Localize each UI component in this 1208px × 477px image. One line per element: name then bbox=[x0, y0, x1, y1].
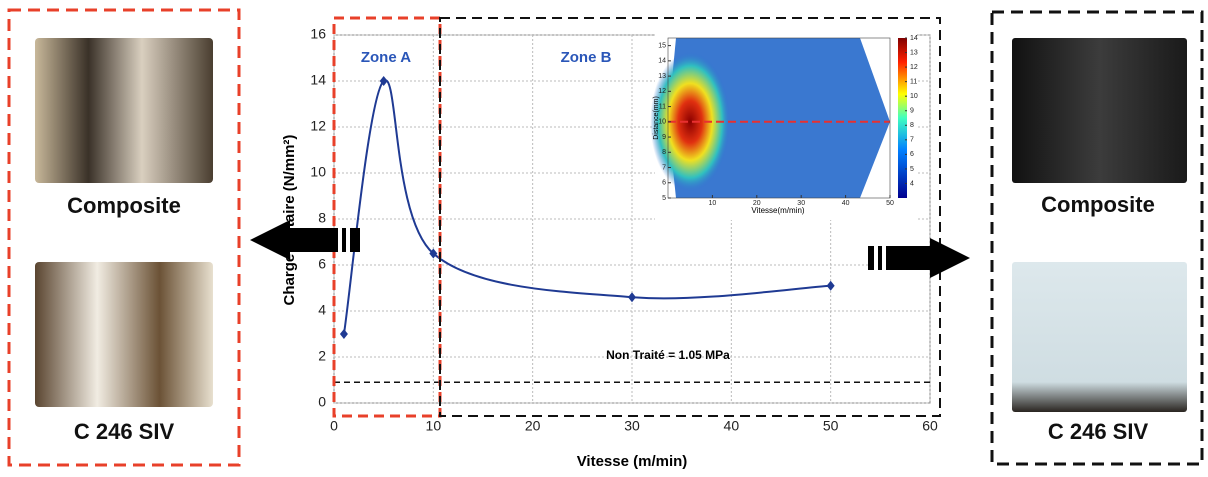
marker bbox=[379, 76, 388, 86]
left-frame bbox=[7, 8, 241, 467]
x-axis-label: Vitesse (m/min) bbox=[577, 453, 688, 470]
inset-x-tick-label: 50 bbox=[886, 200, 894, 207]
marker bbox=[339, 329, 348, 339]
colorbar-tick-label: 13 bbox=[910, 49, 918, 56]
plot: 0 2 4 6 8 10 12 14 16 0 10 20 30 40 50 60 Vitesse (m/min… bbox=[281, 26, 938, 470]
inset-y-tick-label: 15 bbox=[658, 42, 666, 49]
zone-b-frame bbox=[439, 17, 941, 417]
colorbar-tick-label: 9 bbox=[910, 108, 914, 115]
inset-y-tick-label: 7 bbox=[662, 164, 666, 171]
y-tick-label: 6 bbox=[318, 256, 326, 272]
caption: C 246 SIV bbox=[74, 419, 175, 444]
y-tick-label: 12 bbox=[310, 118, 326, 134]
inset-y-tick-label: 14 bbox=[658, 58, 666, 65]
x-tick-label: 40 bbox=[724, 418, 740, 434]
right-frame bbox=[990, 10, 1204, 466]
y-tick-label: 16 bbox=[310, 26, 326, 42]
colorbar bbox=[898, 38, 907, 198]
x-tick-label: 0 bbox=[330, 418, 338, 434]
inset-y-tick-label: 9 bbox=[662, 134, 666, 141]
colorbar-tick-label: 11 bbox=[910, 78, 917, 85]
y-tick-label: 4 bbox=[318, 302, 326, 318]
colorbar-tick-label: 7 bbox=[910, 137, 914, 144]
photo bbox=[1012, 38, 1187, 183]
inset-x-tick-label: 30 bbox=[797, 200, 805, 207]
inset-x-tick-label: 20 bbox=[753, 200, 761, 207]
x-tick-label: 50 bbox=[823, 418, 839, 434]
inset-y-label: Distance(mm) bbox=[653, 96, 660, 140]
arrow-stripe bbox=[882, 246, 886, 270]
x-tick-label: 30 bbox=[624, 418, 640, 434]
inset-y-tick-label: 5 bbox=[662, 195, 666, 202]
y-tick-label: 14 bbox=[310, 72, 326, 88]
inset-y-tick-label: 13 bbox=[658, 73, 666, 80]
zone-a-frame bbox=[332, 16, 442, 418]
inset-x-tick-label: 10 bbox=[709, 200, 717, 207]
y-tick-label: 10 bbox=[310, 164, 326, 180]
arrow bbox=[250, 220, 360, 260]
arrow bbox=[868, 238, 970, 278]
inset-y-tick-label: 6 bbox=[662, 180, 666, 187]
colorbar-tick-label: 6 bbox=[910, 151, 914, 158]
y-tick-label: 8 bbox=[318, 210, 326, 226]
inset-y-tick-label: 12 bbox=[658, 88, 666, 95]
colorbar-tick-label: 14 bbox=[910, 35, 918, 42]
colorbar-tick-label: 4 bbox=[910, 180, 914, 187]
arrow-stripe bbox=[874, 246, 878, 270]
photo bbox=[35, 262, 213, 407]
y-tick-label: 0 bbox=[318, 394, 326, 410]
x-tick-label: 60 bbox=[922, 418, 938, 434]
inset-x-label: Vitesse(m/min) bbox=[751, 206, 805, 215]
arrow-stripe bbox=[346, 228, 350, 252]
x-tick-label: 20 bbox=[525, 418, 541, 434]
reference-label: Non Traité = 1.05 MPa bbox=[606, 348, 730, 362]
x-tick-label: 10 bbox=[426, 418, 442, 434]
caption: C 246 SIV bbox=[1048, 419, 1149, 444]
caption: Composite bbox=[1041, 192, 1155, 217]
zone-label: Zone A bbox=[361, 49, 411, 66]
colorbar-tick-label: 10 bbox=[910, 93, 918, 100]
colorbar-tick-label: 12 bbox=[910, 64, 918, 71]
inset-y-tick-label: 11 bbox=[659, 103, 666, 110]
photo bbox=[35, 38, 213, 183]
colorbar-tick-label: 5 bbox=[910, 166, 914, 173]
caption: Composite bbox=[67, 193, 181, 218]
heatmap-hot bbox=[650, 51, 731, 192]
photo bbox=[1012, 262, 1187, 412]
inset-frame bbox=[667, 37, 891, 199]
inset-y-tick-label: 8 bbox=[662, 149, 666, 156]
y-tick-label: 2 bbox=[318, 348, 326, 364]
zone-label: Zone B bbox=[561, 49, 612, 66]
inset-y-tick-label: 10 bbox=[658, 119, 666, 126]
marker bbox=[628, 292, 636, 303]
colorbar-tick-label: 8 bbox=[910, 122, 914, 129]
inset-x-tick-label: 40 bbox=[842, 200, 850, 207]
y-axis-label: Charge unitaire (N/mm²) bbox=[281, 135, 298, 306]
marker bbox=[826, 280, 835, 291]
marker bbox=[429, 248, 438, 259]
arrow-stripe bbox=[338, 228, 342, 252]
